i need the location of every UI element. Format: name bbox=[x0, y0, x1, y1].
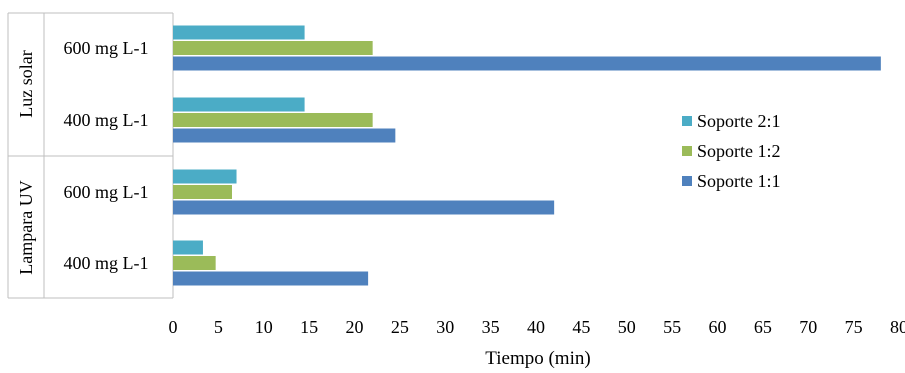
bar bbox=[173, 41, 373, 55]
x-tick-label: 30 bbox=[436, 317, 454, 337]
group-label: Luz solar bbox=[16, 50, 36, 117]
x-tick-label: 60 bbox=[709, 317, 727, 337]
legend-swatch bbox=[682, 176, 692, 186]
legend-label: Soporte 2:1 bbox=[697, 111, 781, 131]
x-tick-label: 40 bbox=[527, 317, 545, 337]
category-label: 400 mg L-1 bbox=[64, 253, 149, 273]
bar bbox=[173, 256, 216, 270]
x-tick-label: 45 bbox=[572, 317, 590, 337]
x-tick-label: 5 bbox=[214, 317, 223, 337]
category-label: 600 mg L-1 bbox=[64, 182, 149, 202]
x-tick-label: 10 bbox=[255, 317, 273, 337]
x-tick-label: 70 bbox=[799, 317, 817, 337]
bar bbox=[173, 170, 237, 184]
bar bbox=[173, 201, 554, 215]
x-tick-label: 20 bbox=[346, 317, 364, 337]
bar bbox=[173, 185, 232, 199]
x-tick-label: 0 bbox=[169, 317, 178, 337]
x-tick-label: 15 bbox=[300, 317, 318, 337]
bar bbox=[173, 241, 203, 255]
x-tick-label: 80 bbox=[890, 317, 905, 337]
x-tick-label: 35 bbox=[482, 317, 500, 337]
legend-swatch bbox=[682, 116, 692, 126]
bar bbox=[173, 26, 305, 40]
x-axis-title: Tiempo (min) bbox=[485, 348, 590, 368]
legend-label: Soporte 1:2 bbox=[697, 141, 781, 161]
legend-label: Soporte 1:1 bbox=[697, 171, 781, 191]
group-label: Lampara UV bbox=[16, 180, 36, 274]
bar bbox=[173, 272, 368, 286]
bar bbox=[173, 57, 881, 71]
bar bbox=[173, 98, 305, 112]
x-tick-label: 75 bbox=[845, 317, 863, 337]
bar bbox=[173, 129, 395, 143]
x-tick-label: 55 bbox=[663, 317, 681, 337]
legend-swatch bbox=[682, 146, 692, 156]
category-label: 600 mg L-1 bbox=[64, 38, 149, 58]
legend: Soporte 2:1 Soporte 1:2 Soporte 1:1 bbox=[682, 111, 781, 191]
x-tick-label: 50 bbox=[618, 317, 636, 337]
bar bbox=[173, 113, 373, 127]
x-tick-labels: 0 5 10 15 20 25 30 35 40 45 50 55 60 65 70 75 80 bbox=[169, 317, 905, 337]
category-label: 400 mg L-1 bbox=[64, 110, 149, 130]
x-tick-label: 25 bbox=[391, 317, 409, 337]
x-tick-label: 65 bbox=[754, 317, 772, 337]
